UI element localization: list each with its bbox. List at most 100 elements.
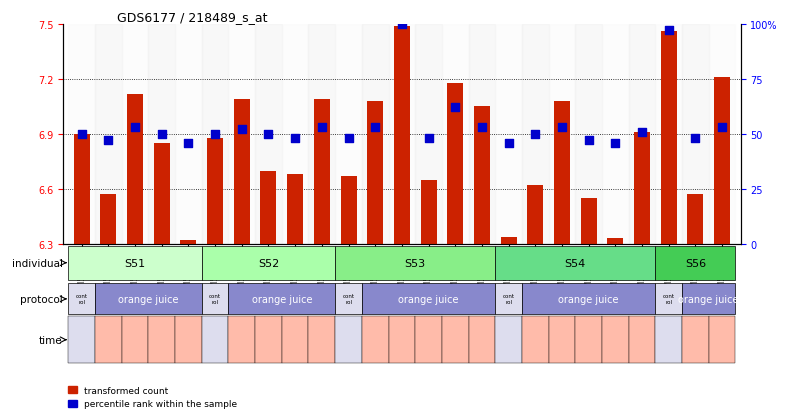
Bar: [634, 133, 650, 244]
Text: S54: S54: [565, 258, 586, 268]
Point: [636, 129, 649, 135]
Bar: [575, 25, 602, 244]
FancyBboxPatch shape: [202, 246, 335, 280]
Bar: [608, 239, 623, 244]
Bar: [308, 25, 335, 244]
Point: [663, 28, 675, 35]
Point: [689, 135, 701, 142]
Bar: [335, 284, 362, 315]
Bar: [469, 25, 496, 244]
Bar: [261, 171, 277, 244]
Bar: [388, 25, 415, 244]
Bar: [314, 100, 330, 244]
Bar: [175, 316, 202, 363]
Bar: [308, 316, 335, 363]
Text: orange juice: orange juice: [559, 294, 619, 304]
Bar: [474, 107, 490, 244]
Bar: [69, 316, 95, 363]
Bar: [282, 316, 308, 363]
Bar: [548, 25, 575, 244]
Bar: [682, 284, 735, 315]
Bar: [335, 25, 362, 244]
Bar: [362, 284, 496, 315]
Point: [209, 131, 221, 138]
Bar: [180, 241, 196, 244]
Text: S53: S53: [405, 258, 426, 268]
Bar: [682, 316, 708, 363]
Bar: [415, 25, 442, 244]
FancyBboxPatch shape: [335, 246, 496, 280]
Bar: [95, 316, 121, 363]
Bar: [496, 25, 522, 244]
FancyBboxPatch shape: [656, 246, 735, 280]
Bar: [682, 25, 708, 244]
Bar: [234, 100, 250, 244]
Text: protocol: protocol: [20, 294, 62, 304]
Bar: [394, 26, 410, 244]
Point: [502, 140, 515, 147]
Bar: [202, 284, 229, 315]
Bar: [362, 25, 388, 244]
Bar: [708, 316, 735, 363]
Bar: [229, 25, 255, 244]
Bar: [708, 25, 735, 244]
Bar: [229, 284, 335, 315]
Text: S56: S56: [685, 258, 706, 268]
Bar: [255, 25, 282, 244]
Bar: [340, 177, 356, 244]
Bar: [496, 316, 522, 363]
Point: [289, 135, 302, 142]
Bar: [74, 135, 90, 244]
Point: [716, 125, 728, 131]
Point: [236, 127, 248, 133]
Bar: [202, 316, 229, 363]
Bar: [148, 25, 175, 244]
Text: orange juice: orange juice: [398, 294, 459, 304]
Text: orange juice: orange juice: [678, 294, 739, 304]
Point: [315, 125, 328, 131]
Bar: [522, 316, 548, 363]
Bar: [121, 316, 148, 363]
Point: [449, 105, 462, 112]
Point: [476, 125, 489, 131]
Bar: [207, 138, 223, 244]
Bar: [656, 284, 682, 315]
Bar: [714, 78, 730, 244]
Bar: [100, 195, 117, 244]
Bar: [448, 83, 463, 244]
Bar: [362, 316, 388, 363]
Text: orange juice: orange juice: [251, 294, 312, 304]
Bar: [255, 316, 282, 363]
Bar: [602, 316, 629, 363]
Bar: [69, 284, 95, 315]
Bar: [660, 32, 677, 244]
Point: [422, 135, 435, 142]
Text: cont
rol: cont rol: [503, 294, 515, 304]
Bar: [127, 94, 143, 244]
Bar: [121, 25, 148, 244]
Point: [369, 125, 381, 131]
Text: cont
rol: cont rol: [76, 294, 87, 304]
Bar: [175, 25, 202, 244]
Text: cont
rol: cont rol: [343, 294, 355, 304]
Text: individual: individual: [12, 258, 62, 268]
Bar: [442, 25, 469, 244]
Bar: [629, 25, 656, 244]
Point: [529, 131, 541, 138]
Bar: [202, 25, 229, 244]
Bar: [95, 25, 121, 244]
Legend: transformed count, percentile rank within the sample: transformed count, percentile rank withi…: [68, 386, 237, 408]
Bar: [69, 25, 95, 244]
Text: cont
rol: cont rol: [209, 294, 221, 304]
Bar: [154, 144, 169, 244]
Point: [396, 21, 408, 28]
Point: [556, 125, 568, 131]
Bar: [687, 195, 704, 244]
Bar: [282, 25, 308, 244]
Point: [609, 140, 622, 147]
Bar: [229, 316, 255, 363]
Bar: [629, 316, 656, 363]
Point: [182, 140, 195, 147]
Point: [128, 125, 141, 131]
Bar: [421, 180, 437, 244]
